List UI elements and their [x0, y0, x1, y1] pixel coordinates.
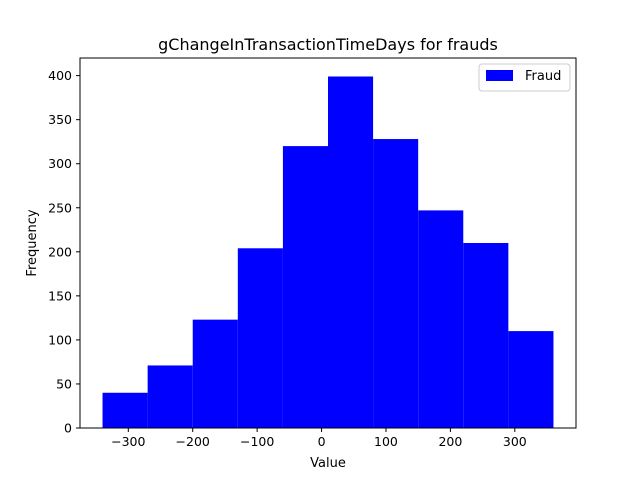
x-axis-label: Value — [310, 456, 346, 471]
histogram-bar-10 — [508, 331, 554, 428]
x-axis-ticks: −300 −200 −100 0 100 200 300 — [111, 428, 527, 449]
histogram-bar-2 — [147, 365, 193, 428]
x-tick-label: 100 — [374, 434, 398, 449]
y-axis-label: Frequency — [25, 209, 40, 276]
plot-frame — [79, 57, 577, 429]
bars-group — [102, 76, 554, 429]
y-tick-label: 0 — [64, 421, 72, 436]
legend-swatch-fraud — [486, 70, 513, 81]
histogram-bar-4 — [237, 248, 283, 428]
y-tick-label: 400 — [48, 68, 72, 83]
y-axis-ticks: 0 50 100 150 200 250 300 350 400 — [48, 68, 80, 436]
legend: Fraud — [478, 63, 571, 92]
x-tick-label: −100 — [240, 434, 274, 449]
x-tick-label: −200 — [176, 434, 210, 449]
legend-label-fraud: Fraud — [525, 69, 561, 84]
y-tick-label: 150 — [48, 288, 72, 303]
y-tick-label: 50 — [56, 376, 72, 391]
histogram-bar-9 — [463, 243, 509, 428]
histogram-bar-1 — [102, 392, 148, 428]
histogram-bar-7 — [373, 139, 419, 429]
x-tick-label: −300 — [111, 434, 145, 449]
x-tick-label: 300 — [503, 434, 527, 449]
x-tick-label: 200 — [438, 434, 462, 449]
histogram-bar-6 — [328, 76, 374, 428]
histogram-bar-5 — [282, 146, 328, 428]
y-tick-label: 300 — [48, 156, 72, 171]
histogram-bar-3 — [192, 319, 238, 428]
x-tick-label: 0 — [318, 434, 326, 449]
y-tick-label: 200 — [48, 244, 72, 259]
y-tick-label: 100 — [48, 332, 72, 347]
chart-title: gChangeInTransactionTimeDays for frauds — [158, 35, 498, 54]
histogram-bar-8 — [418, 210, 464, 428]
y-tick-label: 250 — [48, 200, 72, 215]
y-tick-label: 350 — [48, 112, 72, 127]
